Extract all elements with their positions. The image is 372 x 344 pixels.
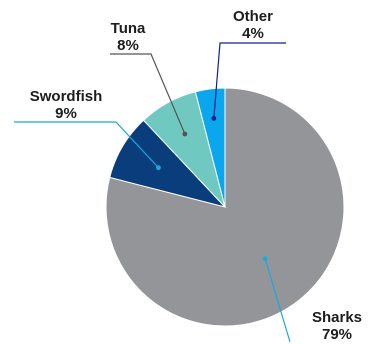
leader-dot-other: [211, 116, 217, 121]
slices-layer: [105, 87, 345, 327]
leader-dot-swordfish: [156, 165, 161, 171]
slice-label-swordfish: Swordfish: [30, 88, 103, 105]
slice-value-tuna: 8%: [117, 37, 139, 54]
slice-value-sharks: 79%: [322, 326, 352, 343]
leader-dot-sharks: [262, 256, 268, 262]
slice-label-tuna: Tuna: [111, 20, 146, 37]
leader-line-swordfish: [14, 121, 159, 169]
pie-slice-other: [194, 87, 226, 208]
slice-label-sharks: Sharks: [312, 309, 362, 326]
slice-label-other: Other: [233, 8, 273, 25]
leader-line-sharks: [264, 258, 291, 343]
leader-dot-tuna: [182, 131, 188, 137]
leader-line-tuna: [110, 53, 186, 135]
slice-value-other: 4%: [242, 25, 264, 42]
leader-lines-layer: [14, 42, 291, 343]
leader-line-other: [213, 42, 286, 119]
slice-value-swordfish: 9%: [55, 105, 77, 122]
